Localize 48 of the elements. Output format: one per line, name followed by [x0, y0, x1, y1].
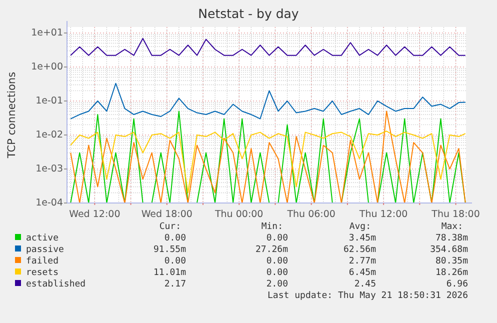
text: 6.45m [348, 268, 376, 278]
text: 18.26m [435, 268, 468, 278]
text: Max: [441, 222, 463, 232]
text: 78.38m [435, 234, 468, 244]
text: 3.45m [348, 234, 376, 244]
text: 2.17 [164, 280, 186, 290]
text: 0.00 [266, 268, 288, 278]
text: 62.56m [343, 245, 376, 255]
text: 0.00 [266, 234, 288, 244]
x-tick-label: Wed 18:00 [141, 209, 192, 220]
line-series [70, 110, 466, 204]
legend-label: failed [26, 256, 59, 266]
text: 6.96 [446, 280, 468, 290]
y-tick-label: 1e-03 [36, 164, 63, 174]
text: 2.77m [348, 256, 376, 266]
x-tick-label: Wed 12:00 [69, 209, 120, 220]
y-tick-label: 1e+01 [31, 27, 63, 38]
text: 354.68m [430, 245, 468, 255]
y-tick-label: 1e-01 [36, 95, 63, 106]
chart-title: Netstat - by day [198, 6, 300, 21]
y-tick-label: 1e-04 [36, 198, 63, 208]
text: Avg: [349, 222, 371, 232]
text: Last update: Thu May 21 18:50:31 2026 [268, 291, 468, 301]
text: 2.00 [266, 280, 288, 290]
x-tick-label: Thu 06:00 [286, 209, 336, 220]
text: 91.55m [153, 245, 186, 255]
legend-label: resets [26, 268, 59, 278]
text: Min: [261, 222, 283, 232]
x-tick-label: Thu 18:00 [430, 209, 480, 220]
line-series [70, 130, 466, 194]
text: 27.26m [255, 245, 288, 255]
y-tick-label: 1e+00 [31, 61, 63, 72]
text: 0.00 [164, 256, 186, 266]
text: 11.01m [153, 268, 186, 278]
x-tick-label: Thu 00:00 [214, 209, 264, 220]
text: 0.00 [164, 234, 186, 244]
y-axis-title: TCP connections [6, 72, 18, 160]
legend-label: established [26, 280, 86, 290]
line-series [70, 38, 466, 56]
y-tick-label: 1e-02 [36, 129, 63, 140]
line-series [70, 82, 466, 120]
text: 80.35m [435, 256, 468, 266]
legend-label: active [26, 234, 59, 244]
x-tick-label: Thu 12:00 [358, 209, 408, 220]
legend-label: passive [26, 245, 64, 255]
text: Cur: [159, 222, 181, 232]
text: 0.00 [266, 256, 288, 266]
text: 2.45 [354, 280, 376, 290]
